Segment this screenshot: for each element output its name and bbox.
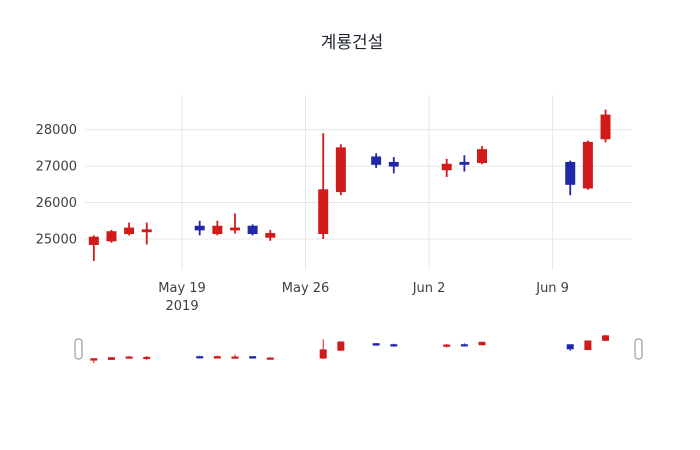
candle: [335, 144, 346, 196]
candle: [194, 220, 205, 236]
candle: [141, 222, 152, 245]
candle-body: [600, 114, 611, 140]
candle-body: [107, 357, 115, 360]
x-tick-label: Jun 9: [535, 281, 569, 296]
candle-body: [566, 344, 574, 350]
candle: [90, 358, 98, 364]
y-tick-label: 28000: [36, 123, 77, 138]
candle: [231, 354, 239, 359]
candle-body: [141, 229, 152, 233]
candle-body: [390, 344, 398, 347]
candle: [265, 229, 276, 241]
candle-body: [106, 231, 117, 242]
range-slider[interactable]: [74, 334, 643, 364]
candle-body: [318, 189, 329, 235]
candle: [443, 344, 451, 348]
candle: [460, 343, 468, 347]
candle-body: [337, 341, 345, 351]
candle-body: [459, 161, 470, 165]
axis-tick-labels: 25000 26000 27000 28000 May 19 2019 May 26 Jun …: [36, 123, 569, 314]
candle: [582, 140, 593, 190]
candle-body: [124, 227, 135, 235]
candle: [371, 153, 382, 168]
candle-body: [460, 344, 468, 347]
candle-body: [319, 349, 327, 359]
candle-body: [88, 236, 99, 245]
candle-body: [565, 161, 576, 185]
candle: [459, 155, 470, 172]
candle: [565, 160, 576, 196]
candle: [266, 357, 274, 360]
candle-body: [582, 141, 593, 189]
y-tick-label: 26000: [36, 196, 77, 211]
x-tick-sublabel: 2019: [166, 299, 199, 314]
chart-title: 계룡건설: [321, 33, 384, 53]
range-slider-right-handle[interactable]: [634, 338, 643, 360]
candle: [441, 158, 452, 178]
candle-body: [266, 357, 274, 360]
candle-body: [212, 225, 223, 235]
candle: [88, 235, 99, 261]
candle-body: [265, 233, 276, 238]
candle: [107, 357, 115, 360]
candle-body: [229, 227, 240, 231]
candle-body: [371, 156, 382, 165]
candle: [229, 213, 240, 234]
candle-body: [90, 358, 98, 361]
candle: [566, 344, 574, 351]
candle: [390, 343, 398, 347]
candle-body: [443, 344, 451, 347]
x-tick-label: Jun 2: [412, 281, 446, 296]
candle: [318, 133, 329, 240]
candle-body: [584, 340, 592, 351]
candle: [388, 156, 399, 174]
plot-area[interactable]: [85, 95, 632, 270]
y-tick-label: 25000: [36, 233, 77, 248]
x-tick-label: May 26: [282, 281, 330, 296]
candle-body: [196, 356, 204, 359]
candle-body: [477, 149, 488, 163]
candle: [337, 341, 345, 351]
candle-body: [372, 343, 380, 346]
candle: [319, 339, 327, 360]
y-tick-label: 27000: [36, 160, 77, 175]
candle: [212, 220, 223, 236]
candle: [602, 334, 610, 341]
candle-body: [213, 356, 221, 359]
candle-body: [231, 356, 239, 359]
candle: [478, 341, 486, 346]
candle-body: [194, 225, 205, 231]
candle: [372, 343, 380, 346]
candle: [247, 224, 258, 236]
candle: [477, 146, 488, 165]
candle-body: [602, 335, 610, 341]
candles: [88, 109, 611, 261]
candle: [213, 355, 221, 359]
candle: [600, 109, 611, 143]
grid-lines: [85, 95, 632, 270]
candle: [124, 222, 135, 236]
candle-body: [125, 356, 133, 359]
candle-body: [247, 225, 258, 235]
candle: [143, 355, 151, 361]
candle: [125, 355, 133, 359]
candle-body: [441, 163, 452, 171]
candle-body: [335, 147, 346, 193]
candle-body: [249, 356, 257, 359]
candle: [249, 356, 257, 359]
range-slider-left-handle[interactable]: [74, 338, 83, 360]
candle: [584, 340, 592, 351]
candle-body: [478, 341, 486, 346]
candle-body: [388, 161, 399, 167]
x-tick-label: May 19: [158, 281, 206, 296]
candle: [196, 355, 204, 359]
candle-body: [143, 356, 151, 360]
candle: [106, 229, 117, 243]
